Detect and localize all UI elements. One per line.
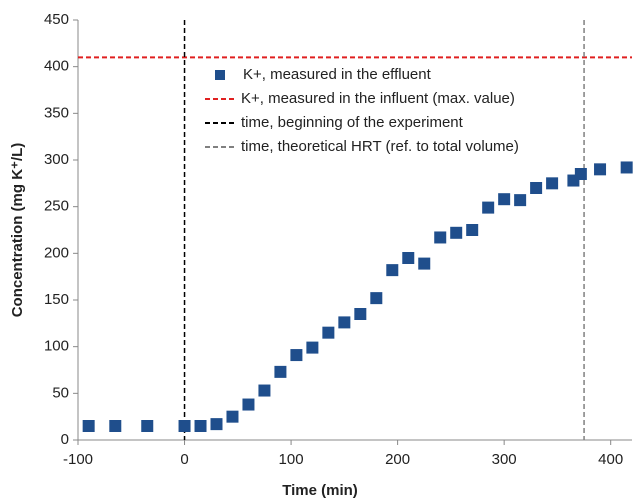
x-axis-label: Time (min) bbox=[282, 482, 358, 499]
y-tick-label: 200 bbox=[44, 244, 69, 261]
point bbox=[594, 163, 607, 176]
x-tick-label: 200 bbox=[385, 451, 410, 468]
point bbox=[274, 365, 287, 378]
point bbox=[498, 193, 511, 206]
point bbox=[290, 349, 303, 362]
y-tick-label: 400 bbox=[44, 58, 69, 75]
point bbox=[482, 201, 495, 214]
legend-label: K+, measured in the effluent bbox=[243, 66, 432, 83]
y-tick-label: 300 bbox=[44, 151, 69, 168]
point bbox=[434, 231, 447, 244]
y-tick-label: 150 bbox=[44, 291, 69, 308]
point bbox=[450, 226, 463, 239]
point bbox=[402, 252, 415, 264]
point bbox=[338, 316, 351, 329]
point bbox=[418, 257, 431, 270]
x-tick-label: -100 bbox=[63, 451, 93, 468]
point bbox=[514, 194, 527, 207]
point bbox=[354, 308, 367, 320]
point bbox=[242, 398, 255, 411]
legend-label: time, beginning of the experiment bbox=[241, 114, 464, 131]
x-tick-label: 100 bbox=[279, 451, 304, 468]
point bbox=[306, 341, 319, 354]
point bbox=[466, 224, 479, 236]
point bbox=[530, 182, 543, 194]
point bbox=[322, 326, 335, 339]
point bbox=[109, 420, 122, 432]
point bbox=[141, 420, 154, 432]
x-tick-label: 0 bbox=[180, 451, 188, 468]
y-axis-label: Concentration (mg K⁺/L) bbox=[9, 143, 26, 318]
point bbox=[226, 410, 239, 423]
point bbox=[82, 420, 95, 432]
point bbox=[546, 177, 559, 190]
x-tick-label: 400 bbox=[598, 451, 623, 468]
y-tick-label: 350 bbox=[44, 104, 69, 121]
point bbox=[386, 264, 399, 277]
point bbox=[210, 418, 223, 431]
point bbox=[574, 168, 587, 180]
point bbox=[194, 420, 207, 432]
y-tick-label: 100 bbox=[44, 338, 69, 355]
point bbox=[370, 292, 383, 305]
y-tick-label: 50 bbox=[52, 384, 69, 401]
y-tick-label: 450 bbox=[44, 11, 69, 28]
y-tick-label: 0 bbox=[61, 431, 69, 448]
legend-marker bbox=[215, 70, 225, 80]
x-tick-label: 300 bbox=[492, 451, 517, 468]
point bbox=[620, 161, 633, 174]
point bbox=[258, 384, 271, 397]
legend-label: time, theoretical HRT (ref. to total vol… bbox=[241, 138, 519, 155]
legend-label: K+, measured in the influent (max. value… bbox=[241, 90, 515, 107]
y-tick-label: 250 bbox=[44, 198, 69, 215]
point bbox=[178, 420, 191, 432]
